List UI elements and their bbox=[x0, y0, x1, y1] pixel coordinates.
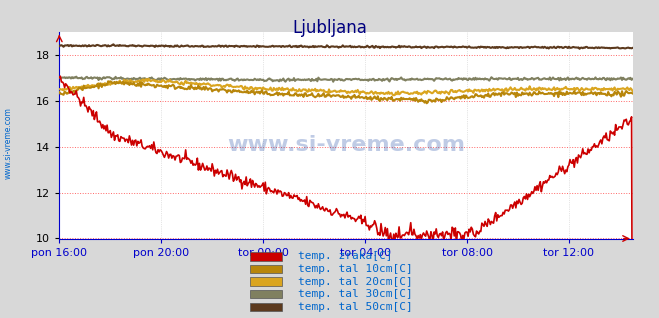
Bar bbox=[250, 277, 282, 286]
Text: temp. tal 30cm[C]: temp. tal 30cm[C] bbox=[298, 289, 413, 299]
Text: www.si-vreme.com: www.si-vreme.com bbox=[227, 135, 465, 156]
Bar bbox=[250, 252, 282, 261]
Bar bbox=[250, 265, 282, 273]
Bar bbox=[250, 290, 282, 298]
Text: temp. tal 10cm[C]: temp. tal 10cm[C] bbox=[298, 264, 413, 274]
Text: temp. zraka[C]: temp. zraka[C] bbox=[298, 252, 392, 261]
Text: temp. tal 20cm[C]: temp. tal 20cm[C] bbox=[298, 277, 413, 287]
Bar bbox=[250, 303, 282, 311]
Text: www.si-vreme.com: www.si-vreme.com bbox=[3, 107, 13, 179]
Text: temp. tal 50cm[C]: temp. tal 50cm[C] bbox=[298, 302, 413, 312]
Text: Ljubljana: Ljubljana bbox=[292, 19, 367, 37]
